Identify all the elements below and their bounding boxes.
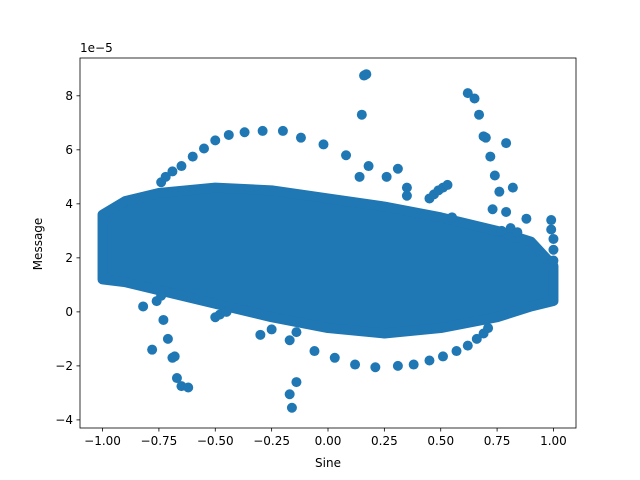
- x-axis-label: Sine: [315, 456, 341, 470]
- data-point: [291, 377, 302, 388]
- data-point: [424, 355, 435, 366]
- data-point: [138, 301, 149, 312]
- dense-point-band: [97, 182, 559, 339]
- data-point: [147, 344, 158, 355]
- data-point: [361, 69, 372, 80]
- data-point: [471, 333, 482, 344]
- data-point: [210, 135, 221, 146]
- data-point: [169, 351, 180, 362]
- data-point: [521, 213, 532, 224]
- y-tick-label: 0: [65, 305, 73, 319]
- data-point: [546, 224, 557, 235]
- data-point: [266, 324, 277, 335]
- data-point: [199, 143, 209, 154]
- data-point: [221, 306, 232, 317]
- data-point: [370, 362, 381, 373]
- y-tick-label: −2: [55, 359, 73, 373]
- data-point: [494, 186, 505, 197]
- data-point: [451, 346, 462, 357]
- data-point: [496, 225, 507, 236]
- data-point: [156, 290, 167, 301]
- data-point: [167, 166, 178, 177]
- data-point: [239, 127, 250, 138]
- data-point: [350, 359, 361, 370]
- data-point: [291, 327, 302, 338]
- data-point: [176, 161, 187, 172]
- data-point: [356, 109, 367, 120]
- data-point: [474, 109, 485, 120]
- x-tick-label: 0.25: [371, 434, 398, 448]
- data-point: [158, 314, 169, 325]
- y-tick-label: 8: [65, 89, 73, 103]
- x-tick-label: 0.75: [484, 434, 511, 448]
- x-tick-label: −0.50: [197, 434, 234, 448]
- data-point: [546, 215, 557, 226]
- data-point: [401, 190, 412, 201]
- data-point: [354, 171, 365, 182]
- x-tick-label: −0.75: [141, 434, 178, 448]
- data-point: [483, 323, 494, 334]
- data-point: [442, 179, 453, 190]
- axes: −1.00 −0.75 −0.50 −0.25 0.00 0.25 0.50 0.75 1.00…: [55, 57, 577, 448]
- data-point: [507, 182, 518, 193]
- data-point: [392, 163, 403, 174]
- data-point: [223, 129, 234, 140]
- data-point: [462, 340, 473, 351]
- data-point: [318, 139, 329, 150]
- data-point: [162, 333, 173, 344]
- data-point: [548, 255, 559, 266]
- data-point: [480, 132, 491, 143]
- y-tick-label: 4: [65, 197, 73, 211]
- data-point: [548, 244, 559, 255]
- data-point: [329, 352, 340, 363]
- data-point: [187, 151, 198, 162]
- data-point: [437, 351, 448, 362]
- data-point: [284, 335, 295, 346]
- data-point: [286, 402, 297, 413]
- data-point: [160, 171, 171, 182]
- x-tick-label: 0.50: [427, 434, 454, 448]
- data-point: [309, 346, 320, 357]
- data-point: [341, 150, 352, 161]
- y-tick-label: −4: [55, 413, 73, 427]
- x-tick-label: 1.00: [540, 434, 567, 448]
- x-tick-label: −0.25: [253, 434, 290, 448]
- data-point: [171, 373, 182, 384]
- y-axis-label: Message: [31, 218, 45, 271]
- data-point: [363, 161, 374, 172]
- x-tick-label: 0.00: [315, 434, 342, 448]
- data-point: [257, 125, 268, 136]
- data-point: [462, 88, 473, 99]
- y-offset-label: 1e−5: [80, 41, 113, 55]
- data-point: [284, 389, 295, 400]
- data-point: [487, 204, 498, 215]
- data-point: [469, 93, 480, 104]
- data-point: [501, 138, 512, 149]
- data-point: [401, 182, 412, 193]
- data-point: [447, 212, 457, 223]
- data-point: [392, 360, 403, 371]
- data-point: [489, 170, 500, 181]
- data-point: [381, 171, 392, 182]
- data-point: [501, 206, 512, 217]
- data-point: [548, 233, 559, 244]
- y-tick-label: 6: [65, 143, 73, 157]
- x-tick-label: −1.00: [84, 434, 121, 448]
- data-point: [255, 329, 266, 340]
- data-point: [408, 359, 419, 370]
- data-point: [277, 125, 288, 136]
- data-point: [183, 382, 194, 393]
- y-tick-label: 2: [65, 251, 73, 265]
- data-point: [295, 132, 306, 143]
- data-point: [485, 151, 496, 162]
- plot-area: [97, 69, 559, 413]
- data-point: [512, 227, 523, 238]
